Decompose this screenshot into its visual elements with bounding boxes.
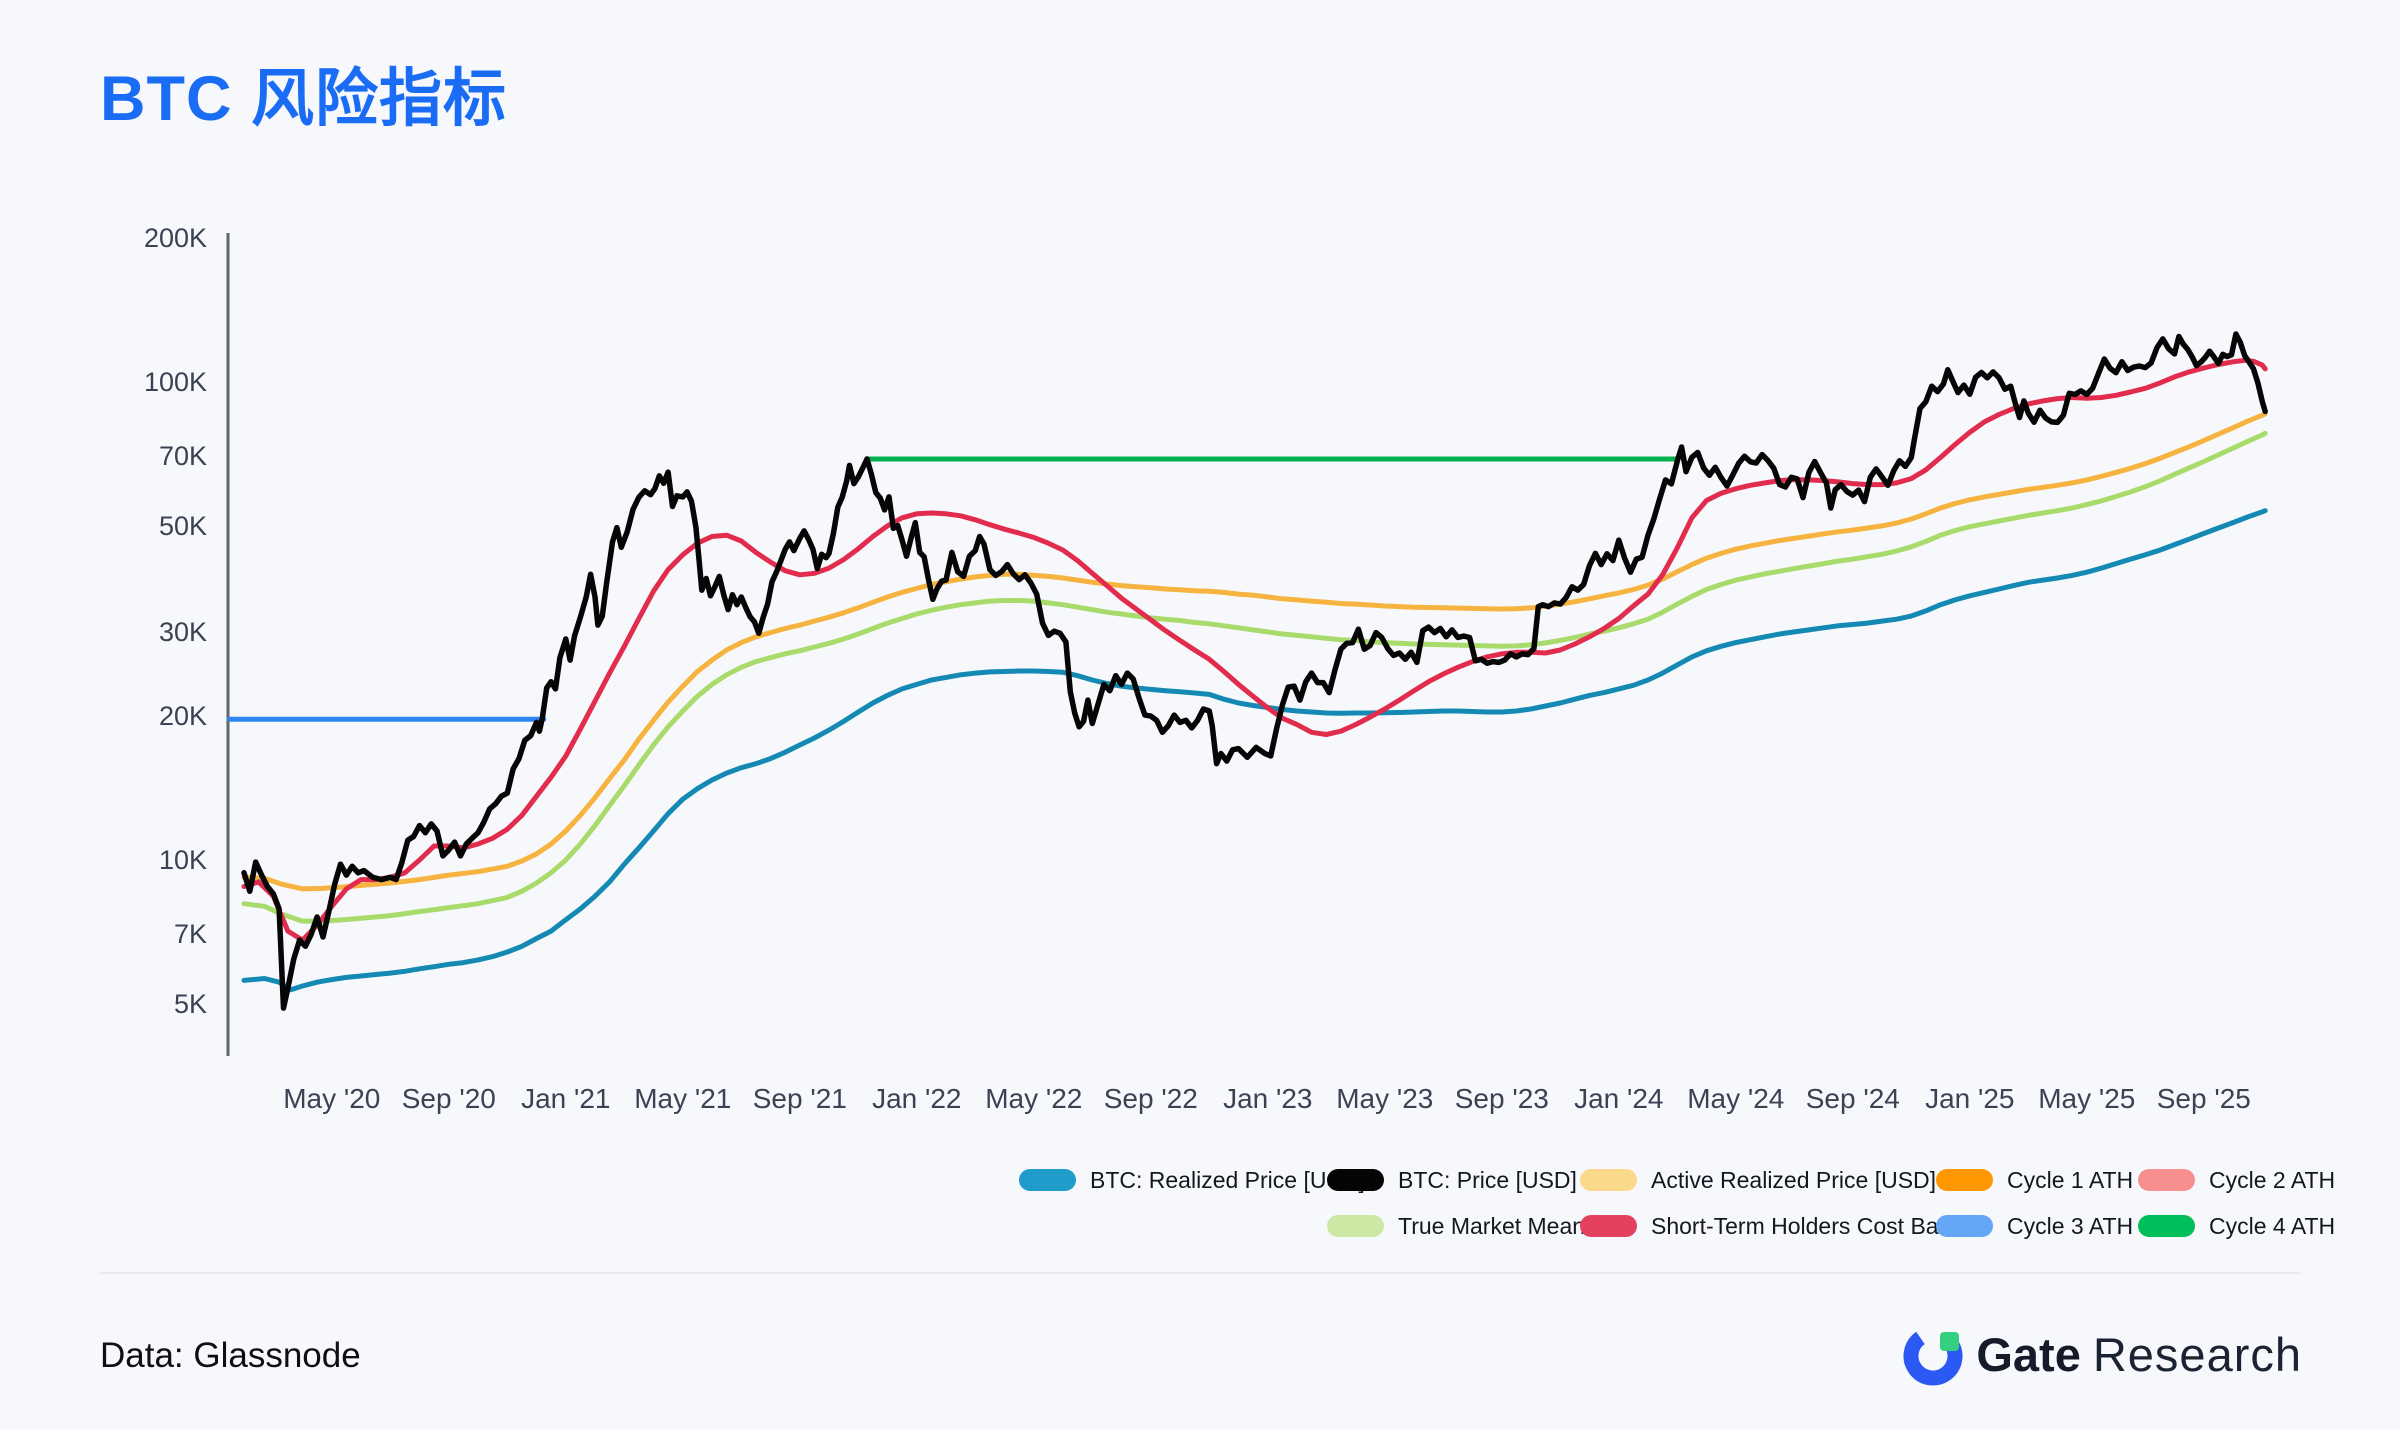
legend-item: Short-Term Holders Cost Basis bbox=[1580, 1212, 1967, 1239]
svg-text:5K: 5K bbox=[174, 989, 207, 1019]
svg-text:Jan '21: Jan '21 bbox=[521, 1083, 610, 1114]
legend-item: Active Realized Price [USD] bbox=[1580, 1166, 1937, 1193]
svg-text:20K: 20K bbox=[159, 701, 207, 731]
svg-text:7K: 7K bbox=[174, 919, 207, 949]
legend-swatch bbox=[2138, 1215, 2195, 1237]
logo-suffix-text: Research bbox=[2092, 1327, 2302, 1381]
legend-label: Active Realized Price [USD] bbox=[1651, 1166, 1937, 1193]
svg-text:Sep '23: Sep '23 bbox=[1455, 1083, 1549, 1114]
data-source-label: Data: Glassnode bbox=[100, 1336, 361, 1375]
logo-brand-text: Gate bbox=[1976, 1327, 2081, 1381]
svg-text:Sep '21: Sep '21 bbox=[753, 1083, 847, 1114]
svg-text:Sep '24: Sep '24 bbox=[1806, 1083, 1900, 1114]
gate-logo-icon bbox=[1903, 1326, 1963, 1386]
svg-text:May '22: May '22 bbox=[985, 1083, 1082, 1114]
svg-text:May '20: May '20 bbox=[283, 1083, 380, 1114]
svg-text:May '25: May '25 bbox=[2038, 1083, 2135, 1114]
legend-swatch bbox=[1019, 1169, 1076, 1191]
svg-text:100K: 100K bbox=[144, 367, 207, 397]
legend-swatch bbox=[1327, 1169, 1384, 1191]
svg-text:May '21: May '21 bbox=[634, 1083, 731, 1114]
legend-label: Short-Term Holders Cost Basis bbox=[1651, 1212, 1967, 1239]
legend-label: Cycle 2 ATH bbox=[2209, 1166, 2336, 1193]
footer-divider bbox=[100, 1272, 2300, 1274]
legend-label: BTC: Realized Price [USD] bbox=[1090, 1166, 1365, 1193]
legend-item: Cycle 4 ATH bbox=[2138, 1212, 2336, 1239]
svg-text:30K: 30K bbox=[159, 617, 207, 647]
svg-text:50K: 50K bbox=[159, 511, 207, 541]
legend-label: BTC: Price [USD] bbox=[1398, 1166, 1577, 1193]
legend-label: True Market Mean bbox=[1398, 1212, 1586, 1239]
svg-text:Sep '25: Sep '25 bbox=[2157, 1083, 2251, 1114]
gate-research-logo: Gate Research bbox=[1902, 1322, 2302, 1386]
legend-swatch bbox=[1327, 1215, 1384, 1237]
legend-item: BTC: Price [USD] bbox=[1327, 1166, 1577, 1193]
legend-item: Cycle 1 ATH bbox=[1936, 1166, 2134, 1193]
svg-text:May '24: May '24 bbox=[1687, 1083, 1784, 1114]
legend-item: True Market Mean bbox=[1327, 1212, 1586, 1239]
legend-swatch bbox=[1936, 1215, 1993, 1237]
svg-text:May '23: May '23 bbox=[1336, 1083, 1433, 1114]
legend-swatch bbox=[2138, 1169, 2195, 1191]
page-title: BTC 风险指标 bbox=[100, 64, 507, 134]
legend-item: BTC: Realized Price [USD] bbox=[1019, 1166, 1365, 1193]
legend-swatch bbox=[1580, 1169, 1637, 1191]
legend-swatch bbox=[1936, 1169, 1993, 1191]
svg-text:Jan '25: Jan '25 bbox=[1925, 1083, 2014, 1114]
legend-swatch bbox=[1580, 1215, 1637, 1237]
svg-text:Jan '23: Jan '23 bbox=[1223, 1083, 1312, 1114]
svg-text:Sep '20: Sep '20 bbox=[402, 1083, 496, 1114]
svg-text:10K: 10K bbox=[159, 845, 207, 875]
svg-text:70K: 70K bbox=[159, 441, 207, 471]
legend-label: Cycle 4 ATH bbox=[2209, 1212, 2336, 1239]
svg-text:200K: 200K bbox=[144, 223, 207, 253]
svg-text:Jan '22: Jan '22 bbox=[872, 1083, 961, 1114]
svg-text:Jan '24: Jan '24 bbox=[1574, 1083, 1663, 1114]
legend-label: Cycle 1 ATH bbox=[2007, 1166, 2134, 1193]
legend-label: Cycle 3 ATH bbox=[2007, 1212, 2134, 1239]
legend-item: Cycle 3 ATH bbox=[1936, 1212, 2134, 1239]
svg-text:Sep '22: Sep '22 bbox=[1104, 1083, 1198, 1114]
legend-item: Cycle 2 ATH bbox=[2138, 1166, 2336, 1193]
